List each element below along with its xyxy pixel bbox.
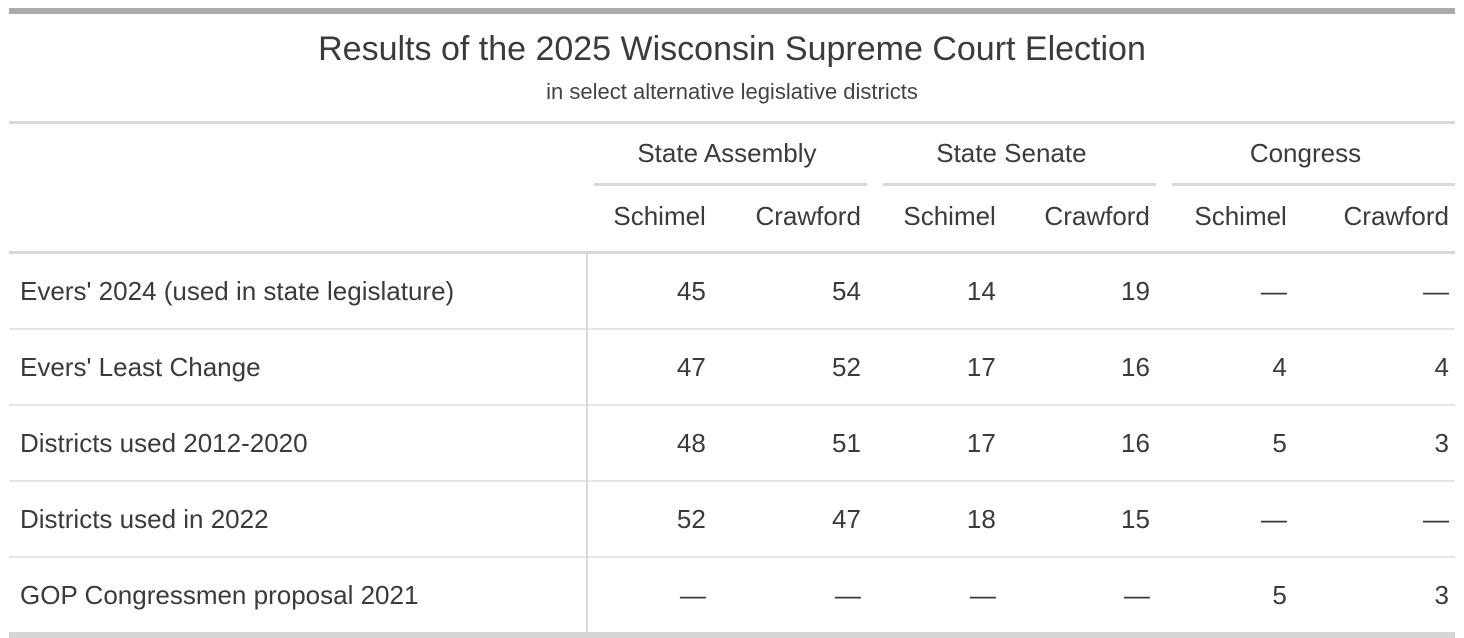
stub-header-cell — [9, 186, 587, 254]
table-body: Evers' 2024 (used in state legislature) … — [9, 252, 1455, 632]
data-cell: 16 — [1001, 328, 1156, 405]
spanner-rule — [882, 183, 1156, 186]
column-header-assembly-crawford: Crawford — [711, 186, 867, 254]
row-label: Districts used 2012-2020 — [9, 404, 587, 481]
spanner-label-state-assembly: State Assembly — [637, 138, 817, 168]
page-subtitle: in select alternative legislative distri… — [546, 79, 918, 104]
column-header-senate-crawford: Crawford — [1001, 186, 1156, 254]
row-label: GOP Congressmen proposal 2021 — [9, 556, 587, 632]
data-cell: — — [585, 556, 712, 632]
column-header-assembly-schimel: Schimel — [586, 186, 712, 254]
data-cell: 3 — [1292, 556, 1455, 632]
column-header-congress-schimel: Schimel — [1155, 186, 1293, 254]
table-heading: Results of the 2025 Wisconsin Supreme Co… — [9, 14, 1455, 124]
data-cell: 51 — [711, 404, 867, 481]
spanner-row: State Assembly State Senate Congress — [9, 124, 1455, 186]
data-cell: — — [866, 556, 1002, 632]
stub-spanner-cell — [9, 124, 587, 186]
table-row: Districts used 2012-2020 48 51 17 16 5 3 — [9, 404, 1455, 481]
data-cell: 47 — [585, 328, 712, 405]
data-cell: 14 — [966, 275, 996, 306]
column-header-congress-crawford: Crawford — [1292, 186, 1455, 254]
table-row: Districts used in 2022 52 47 18 15 — — — [9, 480, 1455, 557]
spanner-inner: State Assembly — [587, 124, 867, 186]
spanner-rule — [593, 183, 867, 186]
results-table: State Assembly State Senate Congress — [9, 124, 1455, 632]
data-cell: 5 — [1155, 556, 1293, 632]
row-label: Evers' 2024 (used in state legislature) — [20, 275, 455, 306]
spanner-label-congress: Congress — [1249, 138, 1362, 168]
page-title: Results of the 2025 Wisconsin Supreme Co… — [318, 30, 1146, 68]
row-label: Districts used in 2022 — [9, 480, 587, 557]
data-cell: 54 — [832, 275, 861, 306]
data-cell: 17 — [866, 404, 1002, 481]
data-cell: 19 — [1120, 275, 1150, 306]
data-cell: — — [1001, 556, 1156, 632]
data-cell: — — [711, 556, 867, 632]
data-cell: 47 — [711, 480, 867, 557]
data-cell: 17 — [866, 328, 1002, 405]
table-row: Evers' 2024 (used in state legislature) … — [9, 252, 1455, 329]
spanner-congress: Congress — [1156, 124, 1455, 186]
data-cell: 4 — [1155, 328, 1293, 405]
data-cell: 15 — [1001, 480, 1156, 557]
spanner-inner: State Senate — [867, 124, 1156, 186]
spanner-rule — [1171, 183, 1455, 186]
table-header: State Assembly State Senate Congress — [9, 124, 1455, 254]
data-cell: 45 — [585, 252, 712, 329]
column-header-row: Schimel Crawford Schimel Crawford Schime… — [9, 186, 1455, 254]
table-row: GOP Congressmen proposal 2021 — — — — 5 … — [9, 556, 1455, 632]
table-row: Evers' Least Change 47 52 17 16 4 4 — [9, 328, 1455, 405]
data-cell: — — [1292, 480, 1455, 557]
data-cell: 18 — [866, 480, 1002, 557]
spanner-label-state-senate: State Senate — [936, 138, 1087, 168]
data-cell: 4 — [1292, 328, 1455, 405]
data-cell: 52 — [711, 328, 867, 405]
data-cell: 48 — [585, 404, 712, 481]
spanner-state-senate: State Senate — [867, 124, 1156, 186]
data-cell: 16 — [1001, 404, 1156, 481]
data-cell: 52 — [585, 480, 712, 557]
data-cell: 5 — [1155, 404, 1293, 481]
results-table-card: Results of the 2025 Wisconsin Supreme Co… — [9, 8, 1455, 638]
spanner-inner: Congress — [1156, 124, 1455, 186]
data-cell: — — [1260, 275, 1287, 306]
data-cell: 3 — [1292, 404, 1455, 481]
data-cell: — — [1423, 275, 1449, 306]
row-label: Evers' Least Change — [9, 328, 587, 405]
column-header-senate-schimel: Schimel — [866, 186, 1002, 254]
spanner-state-assembly: State Assembly — [587, 124, 867, 186]
data-cell: — — [1155, 480, 1293, 557]
